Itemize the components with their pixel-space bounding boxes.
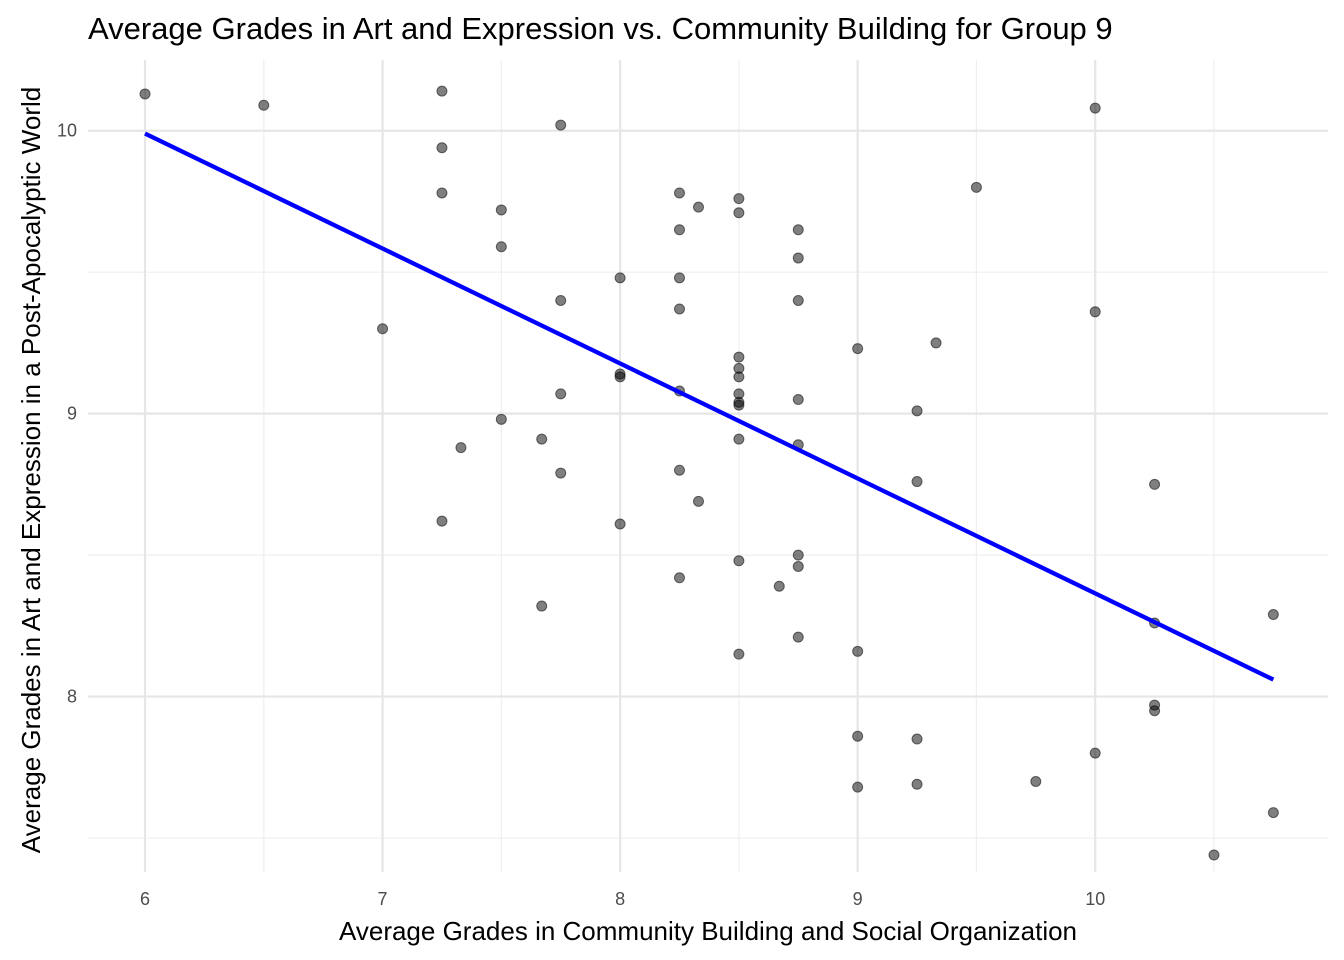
data-point: [673, 464, 685, 476]
x-tick-label: 8: [615, 889, 625, 909]
data-point: [852, 645, 864, 657]
data-point: [1149, 478, 1161, 490]
x-axis-title: Average Grades in Community Building and…: [339, 916, 1077, 946]
data-point: [733, 399, 745, 411]
data-point: [495, 241, 507, 253]
data-point: [852, 781, 864, 793]
data-point: [614, 371, 626, 383]
x-axis-tick-labels: 6 7 8 9 10: [140, 889, 1105, 909]
data-point: [692, 495, 704, 507]
data-point: [673, 303, 685, 315]
data-point: [792, 631, 804, 643]
data-point: [733, 207, 745, 219]
data-point: [377, 323, 389, 335]
data-point: [536, 433, 548, 445]
data-point: [555, 119, 567, 131]
data-point: [733, 648, 745, 660]
y-axis-title: Average Grades in Art and Expression in …: [16, 87, 46, 853]
data-point: [614, 518, 626, 530]
data-point: [692, 201, 704, 213]
data-point: [911, 778, 923, 790]
data-point: [1089, 747, 1101, 759]
x-tick-label: 10: [1085, 889, 1105, 909]
data-point: [673, 572, 685, 584]
data-point: [436, 85, 448, 97]
y-axis-tick-labels: 8 9 10: [57, 121, 77, 707]
data-point: [792, 294, 804, 306]
data-point: [792, 394, 804, 406]
data-point: [792, 560, 804, 572]
data-point: [733, 351, 745, 363]
data-point: [614, 272, 626, 284]
data-point: [930, 337, 942, 349]
data-point: [1089, 306, 1101, 318]
data-point: [733, 555, 745, 567]
data-point: [792, 224, 804, 236]
data-point: [495, 204, 507, 216]
y-tick-label: 10: [57, 121, 77, 141]
data-point: [733, 433, 745, 445]
data-point: [258, 99, 270, 111]
data-point: [1089, 102, 1101, 114]
data-point: [1149, 705, 1161, 717]
data-point: [911, 733, 923, 745]
x-tick-label: 7: [378, 889, 388, 909]
data-point: [773, 580, 785, 592]
data-point: [1208, 849, 1220, 861]
data-point: [536, 600, 548, 612]
data-point: [555, 294, 567, 306]
major-gridlines: [88, 60, 1328, 872]
data-point: [1267, 609, 1279, 621]
data-point: [733, 371, 745, 383]
data-point: [911, 405, 923, 417]
data-point: [555, 467, 567, 479]
data-point: [1267, 807, 1279, 819]
chart-title: Average Grades in Art and Expression vs.…: [88, 11, 1113, 46]
x-tick-label: 6: [140, 889, 150, 909]
data-point: [139, 88, 151, 100]
data-point: [792, 549, 804, 561]
data-point: [673, 272, 685, 284]
data-point: [673, 187, 685, 199]
data-point: [792, 252, 804, 264]
trend-line: [144, 131, 1275, 682]
data-point: [455, 442, 467, 454]
data-point: [1030, 775, 1042, 787]
data-points: [139, 85, 1279, 861]
data-point: [911, 476, 923, 488]
data-point: [495, 413, 507, 425]
data-point: [555, 388, 567, 400]
data-point: [673, 224, 685, 236]
data-point: [852, 343, 864, 355]
x-tick-label: 9: [853, 889, 863, 909]
y-tick-label: 8: [67, 687, 77, 707]
data-point: [852, 730, 864, 742]
data-point: [436, 187, 448, 199]
data-point: [733, 193, 745, 205]
data-point: [436, 142, 448, 154]
data-point: [970, 181, 982, 193]
y-tick-label: 9: [67, 404, 77, 424]
data-point: [436, 515, 448, 527]
